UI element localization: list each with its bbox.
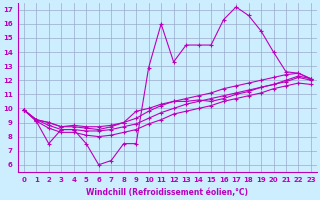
X-axis label: Windchill (Refroidissement éolien,°C): Windchill (Refroidissement éolien,°C) — [86, 188, 248, 197]
